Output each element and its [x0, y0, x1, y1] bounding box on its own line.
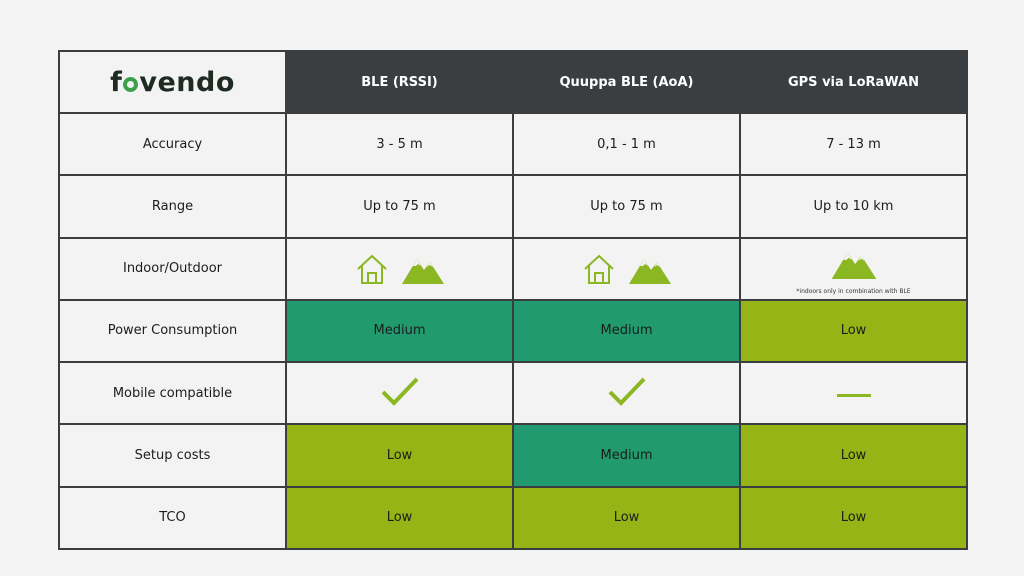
cell-low: Low — [739, 423, 968, 488]
mountain-icon — [401, 258, 444, 284]
cell-icons: *indoors only in combination with BLE — [739, 236, 968, 301]
row-label: TCO — [58, 485, 287, 551]
cell-low: Low — [285, 485, 514, 551]
cell-medium: Medium — [512, 423, 741, 488]
cell-low: Low — [739, 485, 968, 551]
cell-value: Up to 10 km — [739, 174, 968, 239]
mountain-icon — [831, 252, 876, 279]
cell-low: Low — [739, 298, 968, 364]
house-icon — [583, 254, 614, 284]
row-label: Range — [58, 174, 287, 239]
header-row: f vendo BLE (RSSI) Quuppa BLE (AoA) GPS v… — [58, 50, 968, 114]
dash-icon — [836, 393, 871, 397]
logo-cell: f vendo — [58, 50, 287, 114]
row-range: Range Up to 75 m Up to 75 m Up to 10 km — [58, 174, 968, 239]
house-icon — [356, 254, 387, 284]
cell-medium: Medium — [285, 298, 514, 364]
row-label: Power Consumption — [58, 298, 287, 364]
checkmark-icon — [381, 377, 418, 407]
row-power-consumption: Power Consumption Medium Medium Low — [58, 298, 968, 364]
row-accuracy: Accuracy 3 - 5 m 0,1 - 1 m 7 - 13 m — [58, 111, 968, 177]
cell-value: Up to 75 m — [285, 174, 514, 239]
row-label: Indoor/Outdoor — [58, 236, 287, 301]
row-setup-costs: Setup costs Low Medium Low — [58, 423, 968, 488]
checkmark-icon — [608, 377, 645, 407]
comparison-table: f vendo BLE (RSSI) Quuppa BLE (AoA) GPS v… — [58, 50, 968, 551]
cell-medium: Medium — [512, 298, 741, 364]
cell-value: 3 - 5 m — [285, 111, 514, 177]
column-header-ble-rssi: BLE (RSSI) — [285, 50, 514, 114]
row-label: Accuracy — [58, 111, 287, 177]
cell-low: Low — [285, 423, 514, 488]
column-header-quuppa-ble: Quuppa BLE (AoA) — [512, 50, 741, 114]
row-tco: TCO Low Low Low — [58, 485, 968, 551]
cell-value: 7 - 13 m — [739, 111, 968, 177]
cell-check — [285, 361, 514, 426]
column-header-gps-lorawan: GPS via LoRaWAN — [739, 50, 968, 114]
cell-icons — [285, 236, 514, 301]
row-label: Setup costs — [58, 423, 287, 488]
row-indoor-outdoor: Indoor/Outdoor *indoors only in combinat… — [58, 236, 968, 301]
favendo-logo: f vendo — [110, 66, 235, 98]
row-mobile-compatible: Mobile compatible — [58, 361, 968, 426]
cell-icons — [512, 236, 741, 301]
logo-location-pin-icon — [123, 76, 139, 92]
mountain-icon — [628, 258, 671, 284]
cell-value: Up to 75 m — [512, 174, 741, 239]
footnote: *indoors only in combination with BLE — [796, 287, 911, 295]
row-label: Mobile compatible — [58, 361, 287, 426]
cell-value: 0,1 - 1 m — [512, 111, 741, 177]
cell-dash — [739, 361, 968, 426]
cell-check — [512, 361, 741, 426]
cell-low: Low — [512, 485, 741, 551]
